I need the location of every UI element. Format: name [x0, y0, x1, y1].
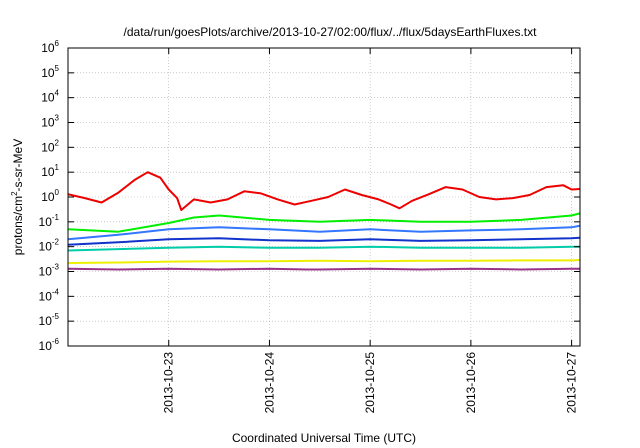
y-tick-label: 10-6: [39, 337, 60, 353]
series-group: [68, 171, 580, 271]
series-line-7: [68, 267, 580, 271]
series-line-5: [68, 245, 580, 252]
y-tick-base: 10: [39, 265, 53, 279]
y-tick-exp: 0: [55, 188, 60, 197]
y-tick-label: 103: [41, 114, 59, 130]
x-tick-label: 2013-10-26: [464, 352, 478, 414]
y-tick-exp: -5: [52, 312, 60, 321]
y-tick-exp: -4: [52, 287, 60, 296]
series-line-6: [68, 259, 580, 264]
y-tick-label: 102: [41, 138, 59, 154]
y-tick-exp: -3: [52, 263, 60, 272]
y-tick-labels: 10-610-510-410-310-210-11001011021031041…: [39, 39, 60, 353]
y-tick-exp: 1: [55, 163, 60, 172]
y-tick-exp: 3: [55, 114, 60, 123]
y-tick-label: 10-1: [39, 213, 60, 229]
y-tick-base: 10: [41, 41, 55, 55]
y-tick-base: 10: [41, 140, 55, 154]
y-tick-base: 10: [41, 190, 55, 204]
x-tick-label: 2013-10-25: [363, 352, 377, 414]
y-tick-label: 10-2: [39, 238, 60, 254]
x-tick-labels: 2013-10-23 2013-10-24 2013-10-25 2013-10-26…: [162, 352, 579, 414]
y-tick-base: 10: [39, 215, 53, 229]
y-tick-label: 101: [41, 163, 59, 179]
y-tick-base: 10: [41, 165, 55, 179]
y-tick-exp: 2: [55, 138, 60, 147]
series-line-1: [68, 171, 580, 211]
y-tick-label: 100: [41, 188, 59, 204]
y-axis-label-base: protons/cm: [11, 196, 25, 255]
y-tick-label: 10-3: [39, 263, 60, 279]
series-line-2: [68, 212, 580, 233]
x-tick-label: 2013-10-24: [262, 352, 276, 414]
x-tick-label: 2013-10-27: [565, 352, 579, 414]
y-tick-base: 10: [39, 314, 53, 328]
y-tick-label: 106: [41, 39, 59, 55]
y-tick-exp: 5: [55, 64, 60, 73]
y-tick-label: 10-4: [39, 287, 60, 303]
y-tick-base: 10: [41, 116, 55, 130]
x-axis-label: Coordinated Universal Time (UTC): [232, 431, 416, 445]
y-tick-exp: -6: [52, 337, 60, 346]
y-axis-label-sup: 2: [10, 191, 19, 196]
y-tick-exp: 4: [55, 89, 60, 98]
series-line-3: [68, 224, 580, 241]
y-tick-label: 104: [41, 89, 59, 105]
y-axis-label-rest: -s-sr-MeV: [11, 139, 25, 192]
y-tick-exp: -2: [52, 238, 60, 247]
y-tick-label: 10-5: [39, 312, 60, 328]
y-tick-exp: -1: [52, 213, 60, 222]
y-tick-base: 10: [39, 240, 53, 254]
ticks: [68, 47, 580, 347]
y-tick-base: 10: [41, 91, 55, 105]
y-tick-base: 10: [39, 339, 53, 353]
x-tick-label: 2013-10-23: [162, 352, 176, 414]
chart-title: /data/run/goesPlots/archive/2013-10-27/0…: [124, 25, 538, 39]
y-tick-label: 105: [41, 64, 59, 80]
y-tick-base: 10: [39, 289, 53, 303]
y-tick-base: 10: [41, 66, 55, 80]
series-line-4: [68, 236, 580, 246]
y-axis-label: protons/cm2-s-sr-MeV: [10, 139, 25, 255]
y-tick-exp: 6: [55, 39, 60, 48]
